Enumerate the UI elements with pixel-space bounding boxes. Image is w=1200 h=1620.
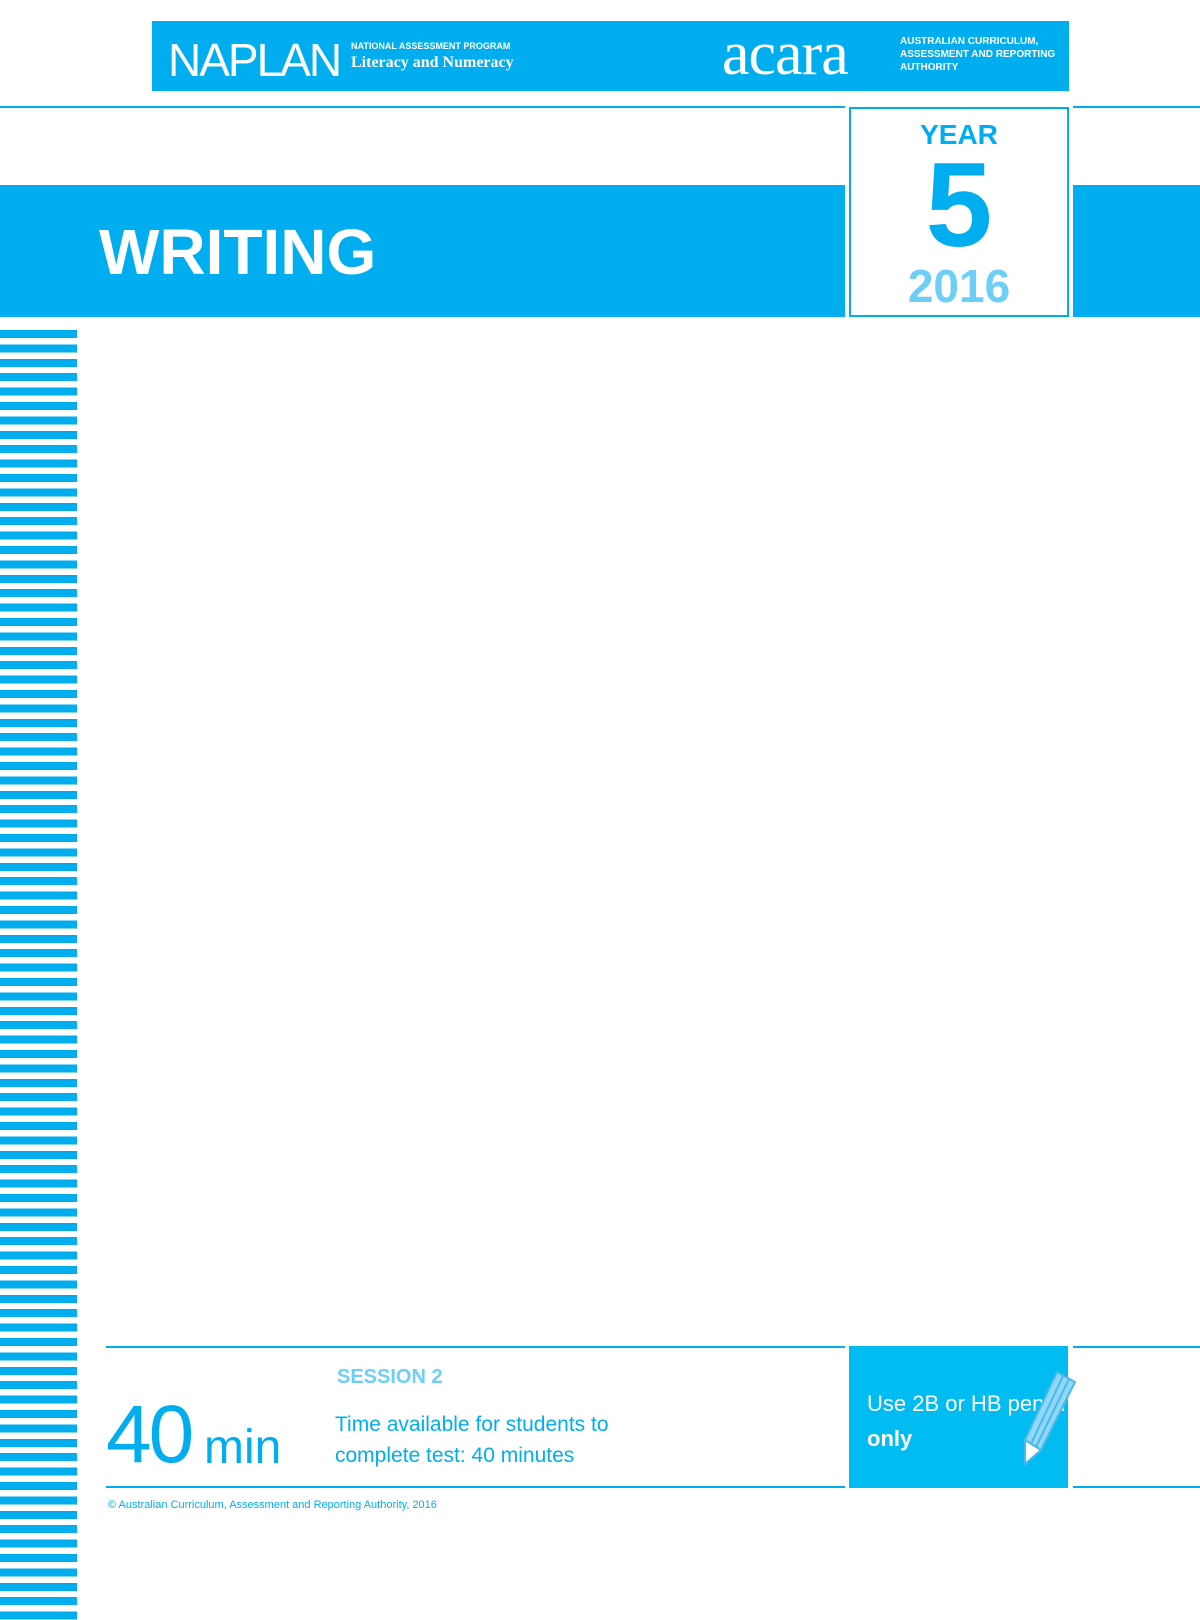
duration-unit: min (204, 1421, 282, 1474)
session-description: Time available for students to complete … (335, 1413, 609, 1467)
page-title: WRITING (99, 216, 377, 288)
session-label: SESSION 2 (337, 1366, 443, 1388)
naplan-logo: NAPLAN (168, 34, 342, 86)
naplan-subtitle: Literacy and Numeracy (351, 54, 514, 71)
year-box: YEAR 5 2016 (849, 107, 1069, 317)
divider (106, 1486, 845, 1488)
divider (1073, 1486, 1200, 1488)
pencil-note-emphasis: only (867, 1426, 913, 1451)
header-banner: NAPLAN NATIONAL ASSESSMENT PROGRAM Liter… (152, 20, 1069, 91)
copyright: © Australian Curriculum, Assessment and … (108, 1499, 437, 1511)
title-band-right (1073, 185, 1200, 317)
acara-full-name: AUSTRALIAN CURRICULUM, ASSESSMENT AND RE… (900, 36, 1056, 73)
year-level: 5 (925, 138, 993, 272)
divider (0, 106, 845, 108)
divider (106, 1346, 845, 1348)
pencil-note-text: Use 2B or HB pencil only (867, 1386, 1068, 1456)
acara-logo: acara (722, 20, 849, 88)
pencil-icon (1023, 1370, 1077, 1467)
title-band (0, 185, 845, 317)
duration-number: 40 (106, 1389, 194, 1480)
pencil-note: Use 2B or HB pencil only (849, 1346, 1077, 1488)
pencil-note-main: Use 2B or HB pencil (867, 1391, 1066, 1416)
test-year: 2016 (907, 260, 1011, 312)
decorative-stripes (0, 330, 77, 1620)
divider (1073, 1346, 1200, 1348)
year-label: YEAR (920, 119, 998, 150)
naplan-program-label: NATIONAL ASSESSMENT PROGRAM (351, 41, 511, 51)
divider (1073, 106, 1200, 108)
